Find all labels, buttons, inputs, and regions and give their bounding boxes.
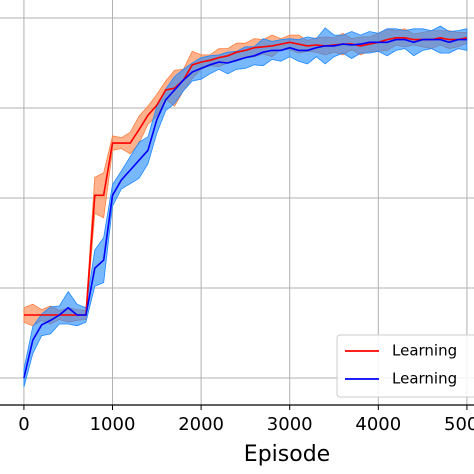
line bbox=[23, 38, 467, 379]
legend-label: Learning bbox=[392, 342, 457, 360]
legend: Learning Learning bbox=[336, 334, 474, 398]
x-tick-label: 4000 bbox=[355, 414, 401, 435]
x-tick-label: 3000 bbox=[267, 414, 313, 435]
x-tick-label: 2000 bbox=[178, 414, 224, 435]
x-tick-label: 5000 bbox=[444, 414, 474, 435]
x-tick-label: 0 bbox=[18, 414, 29, 435]
x-axis-label: Episode bbox=[244, 442, 330, 467]
error-band bbox=[23, 25, 468, 388]
x-tick-label: 1000 bbox=[90, 414, 136, 435]
line bbox=[23, 36, 468, 316]
legend-label: Learning bbox=[392, 370, 457, 388]
